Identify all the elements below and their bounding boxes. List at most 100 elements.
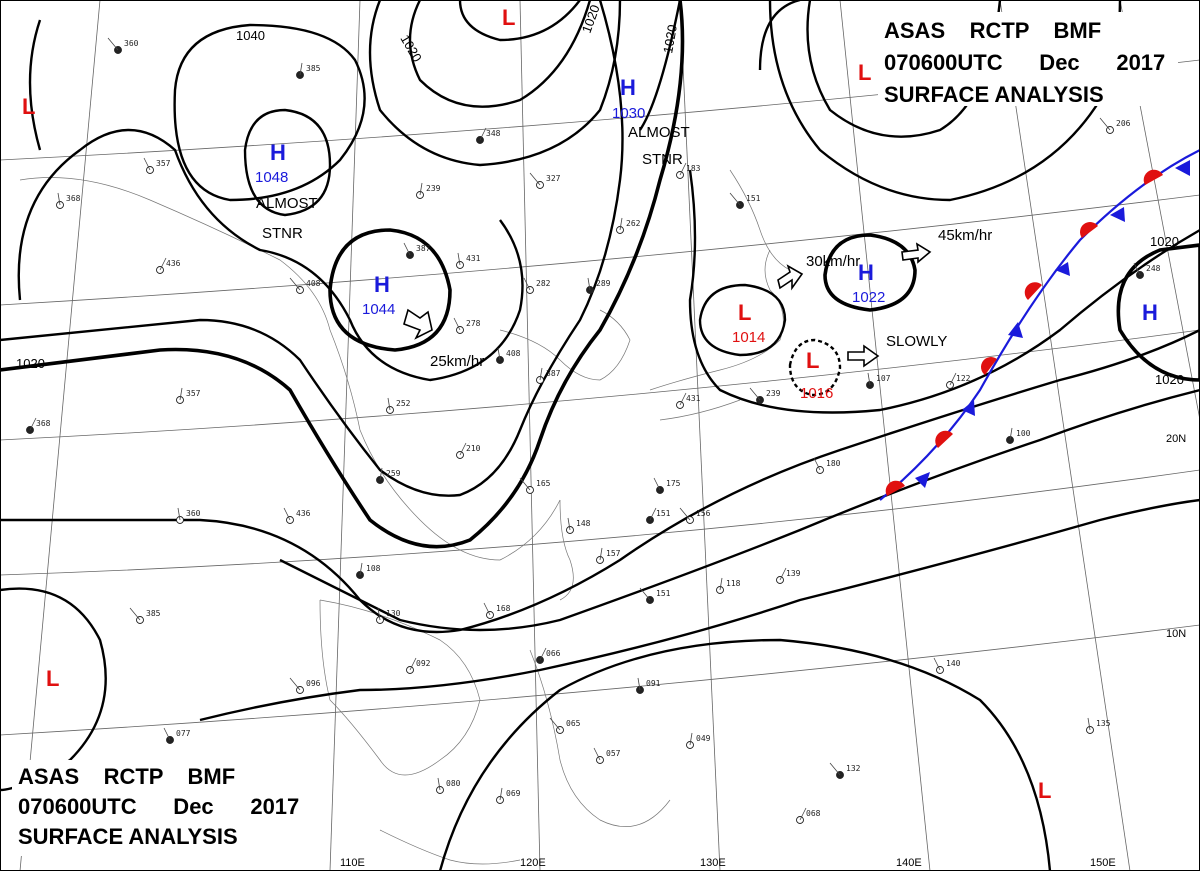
station-plot: 408 bbox=[289, 277, 321, 294]
station-plot: 431 bbox=[456, 252, 481, 269]
station-plot: 360 bbox=[176, 507, 201, 524]
station-pressure: 282 bbox=[536, 279, 551, 288]
station-pressure: 165 bbox=[536, 479, 551, 488]
station-pressure: 069 bbox=[506, 789, 521, 798]
station-plot: 130 bbox=[376, 607, 401, 624]
station-pressure: 130 bbox=[386, 609, 401, 618]
station-pressure: 140 bbox=[946, 659, 961, 668]
station-plot: 096 bbox=[289, 677, 321, 694]
station-plot: 259 bbox=[376, 467, 401, 484]
station-pressure: 357 bbox=[186, 389, 201, 398]
motion-label-1044: 25km/hr bbox=[430, 353, 484, 370]
station-pressure: 066 bbox=[546, 649, 561, 658]
station-plot: 151 bbox=[729, 192, 761, 209]
station-pressure: 057 bbox=[606, 749, 621, 758]
station-pressure: 068 bbox=[806, 809, 821, 818]
header-top-line3: SURFACE ANALYSIS bbox=[884, 82, 1104, 107]
low-nw-letter: L bbox=[22, 94, 35, 119]
station-plot: 077 bbox=[163, 727, 191, 744]
station-plot: 148 bbox=[566, 517, 591, 534]
isobar-label-1020-b: 1020 bbox=[579, 3, 603, 35]
station-plot: 210 bbox=[456, 442, 481, 459]
station-pressure: 118 bbox=[726, 579, 741, 588]
high-1030-value: 1030 bbox=[612, 105, 645, 122]
motion-label-1014: 30km/hr bbox=[806, 253, 860, 270]
station-pressure: 289 bbox=[596, 279, 611, 288]
station-plot: 068 bbox=[796, 807, 821, 824]
station-plot: 092 bbox=[406, 657, 431, 674]
station-plot: 327 bbox=[529, 172, 561, 189]
high-1030-letter: H bbox=[620, 75, 636, 100]
station-pressure: 077 bbox=[176, 729, 191, 738]
motion-label-1016: SLOWLY bbox=[886, 333, 947, 350]
station-plot: 122 bbox=[946, 372, 971, 389]
lat-label-10n: 10N bbox=[1166, 628, 1186, 640]
station-plot: 385 bbox=[129, 607, 161, 624]
station-pressure: 385 bbox=[146, 609, 161, 618]
isobar-label-1020-e: 1020 bbox=[1150, 234, 1179, 249]
station-plot: 278 bbox=[453, 317, 481, 334]
lon-label-140e: 140E bbox=[896, 857, 922, 869]
grid-labels: 20N 10N 110E 120E 130E 140E 150E bbox=[340, 433, 1186, 869]
station-pressure: 151 bbox=[746, 194, 761, 203]
station-pressure: 368 bbox=[66, 194, 81, 203]
station-plot: 248 bbox=[1133, 262, 1161, 279]
high-1044-value: 1044 bbox=[362, 301, 395, 318]
station-pressure: 151 bbox=[656, 589, 671, 598]
station-plot: 107 bbox=[866, 372, 891, 389]
header-bottom-line2: 070600UTC Dec 2017 bbox=[18, 794, 299, 819]
station-pressure: 180 bbox=[826, 459, 841, 468]
almost-stnr-2a: ALMOST bbox=[628, 124, 690, 141]
station-pressure: 108 bbox=[366, 564, 381, 573]
isobar-label-1040: 1040 bbox=[236, 28, 265, 43]
station-pressure: 135 bbox=[1096, 719, 1111, 728]
station-plot: 262 bbox=[616, 217, 641, 234]
isobar-label-1020-c: 1020 bbox=[660, 23, 680, 54]
station-plot: 168 bbox=[483, 602, 511, 619]
station-plot: 368 bbox=[26, 417, 51, 434]
station-pressure: 436 bbox=[166, 259, 181, 268]
station-pressure: 248 bbox=[1146, 264, 1161, 273]
low-n-letter: L bbox=[502, 5, 515, 30]
station-plot: 066 bbox=[536, 647, 561, 664]
station-plot: 289 bbox=[586, 277, 611, 294]
low-sw-letter: L bbox=[46, 666, 59, 691]
station-plot: 151 bbox=[639, 587, 671, 604]
station-plot: 360 bbox=[107, 37, 139, 54]
station-pressure: 151 bbox=[656, 509, 671, 518]
station-plot: 156 bbox=[679, 507, 711, 524]
station-plot: 108 bbox=[356, 562, 381, 579]
station-pressure: 139 bbox=[786, 569, 801, 578]
station-plot: 252 bbox=[386, 397, 411, 414]
station-pressure: 357 bbox=[156, 159, 171, 168]
high-east-letter: H bbox=[1142, 300, 1158, 325]
station-plot: 357 bbox=[143, 157, 171, 174]
station-pressure: 122 bbox=[956, 374, 971, 383]
station-pressure: 080 bbox=[446, 779, 461, 788]
station-pressure: 148 bbox=[576, 519, 591, 528]
station-plot: 239 bbox=[416, 182, 441, 199]
station-plot: 408 bbox=[496, 347, 521, 364]
station-pressure: 132 bbox=[846, 764, 861, 773]
station-pressure: 168 bbox=[496, 604, 511, 613]
low-1016-value: 1016 bbox=[800, 385, 833, 402]
station-pressure: 348 bbox=[486, 129, 501, 138]
station-plot: 348 bbox=[476, 127, 501, 144]
low-se-letter: L bbox=[1038, 778, 1051, 803]
header-top-line2: 070600UTC Dec 2017 bbox=[884, 50, 1165, 75]
lon-label-150e: 150E bbox=[1090, 857, 1116, 869]
coastlines bbox=[19, 169, 791, 865]
high-1048-value: 1048 bbox=[255, 169, 288, 186]
almost-stnr-1a: ALMOST bbox=[256, 195, 318, 212]
station-plot: 165 bbox=[519, 477, 551, 494]
station-pressure: 065 bbox=[566, 719, 581, 728]
motion-label-1022: 45km/hr bbox=[938, 227, 992, 244]
station-pressure: 096 bbox=[306, 679, 321, 688]
station-plot: 239 bbox=[749, 387, 781, 404]
station-pressure: 431 bbox=[466, 254, 481, 263]
header-top-line1: ASAS RCTP BMF bbox=[884, 18, 1101, 43]
high-1022-letter: H bbox=[858, 260, 874, 285]
station-pressure: 092 bbox=[416, 659, 431, 668]
isobar-label-1020-f: 1020 bbox=[1155, 372, 1184, 387]
